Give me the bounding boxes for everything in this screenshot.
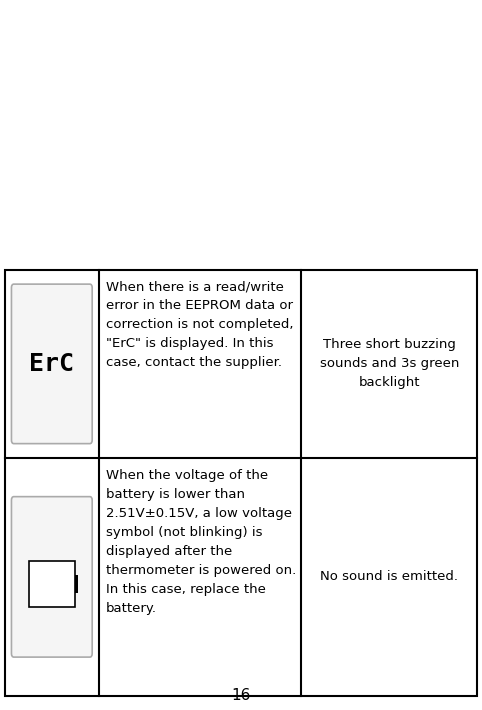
- FancyBboxPatch shape: [12, 497, 92, 657]
- Text: Three short buzzing
sounds and 3s green
backlight: Three short buzzing sounds and 3s green …: [320, 339, 459, 389]
- Text: No sound is emitted.: No sound is emitted.: [320, 570, 458, 584]
- Text: When there is a read/write
error in the EEPROM data or
correction is not complet: When there is a read/write error in the …: [106, 280, 294, 369]
- FancyBboxPatch shape: [12, 284, 92, 444]
- Text: When the voltage of the
battery is lower than
2.51V±0.15V, a low voltage
symbol : When the voltage of the battery is lower…: [106, 469, 296, 615]
- Text: —: —: [40, 571, 59, 590]
- Text: ErC: ErC: [29, 352, 74, 376]
- Bar: [75, 574, 78, 594]
- FancyBboxPatch shape: [28, 561, 75, 607]
- Text: 16: 16: [231, 688, 251, 703]
